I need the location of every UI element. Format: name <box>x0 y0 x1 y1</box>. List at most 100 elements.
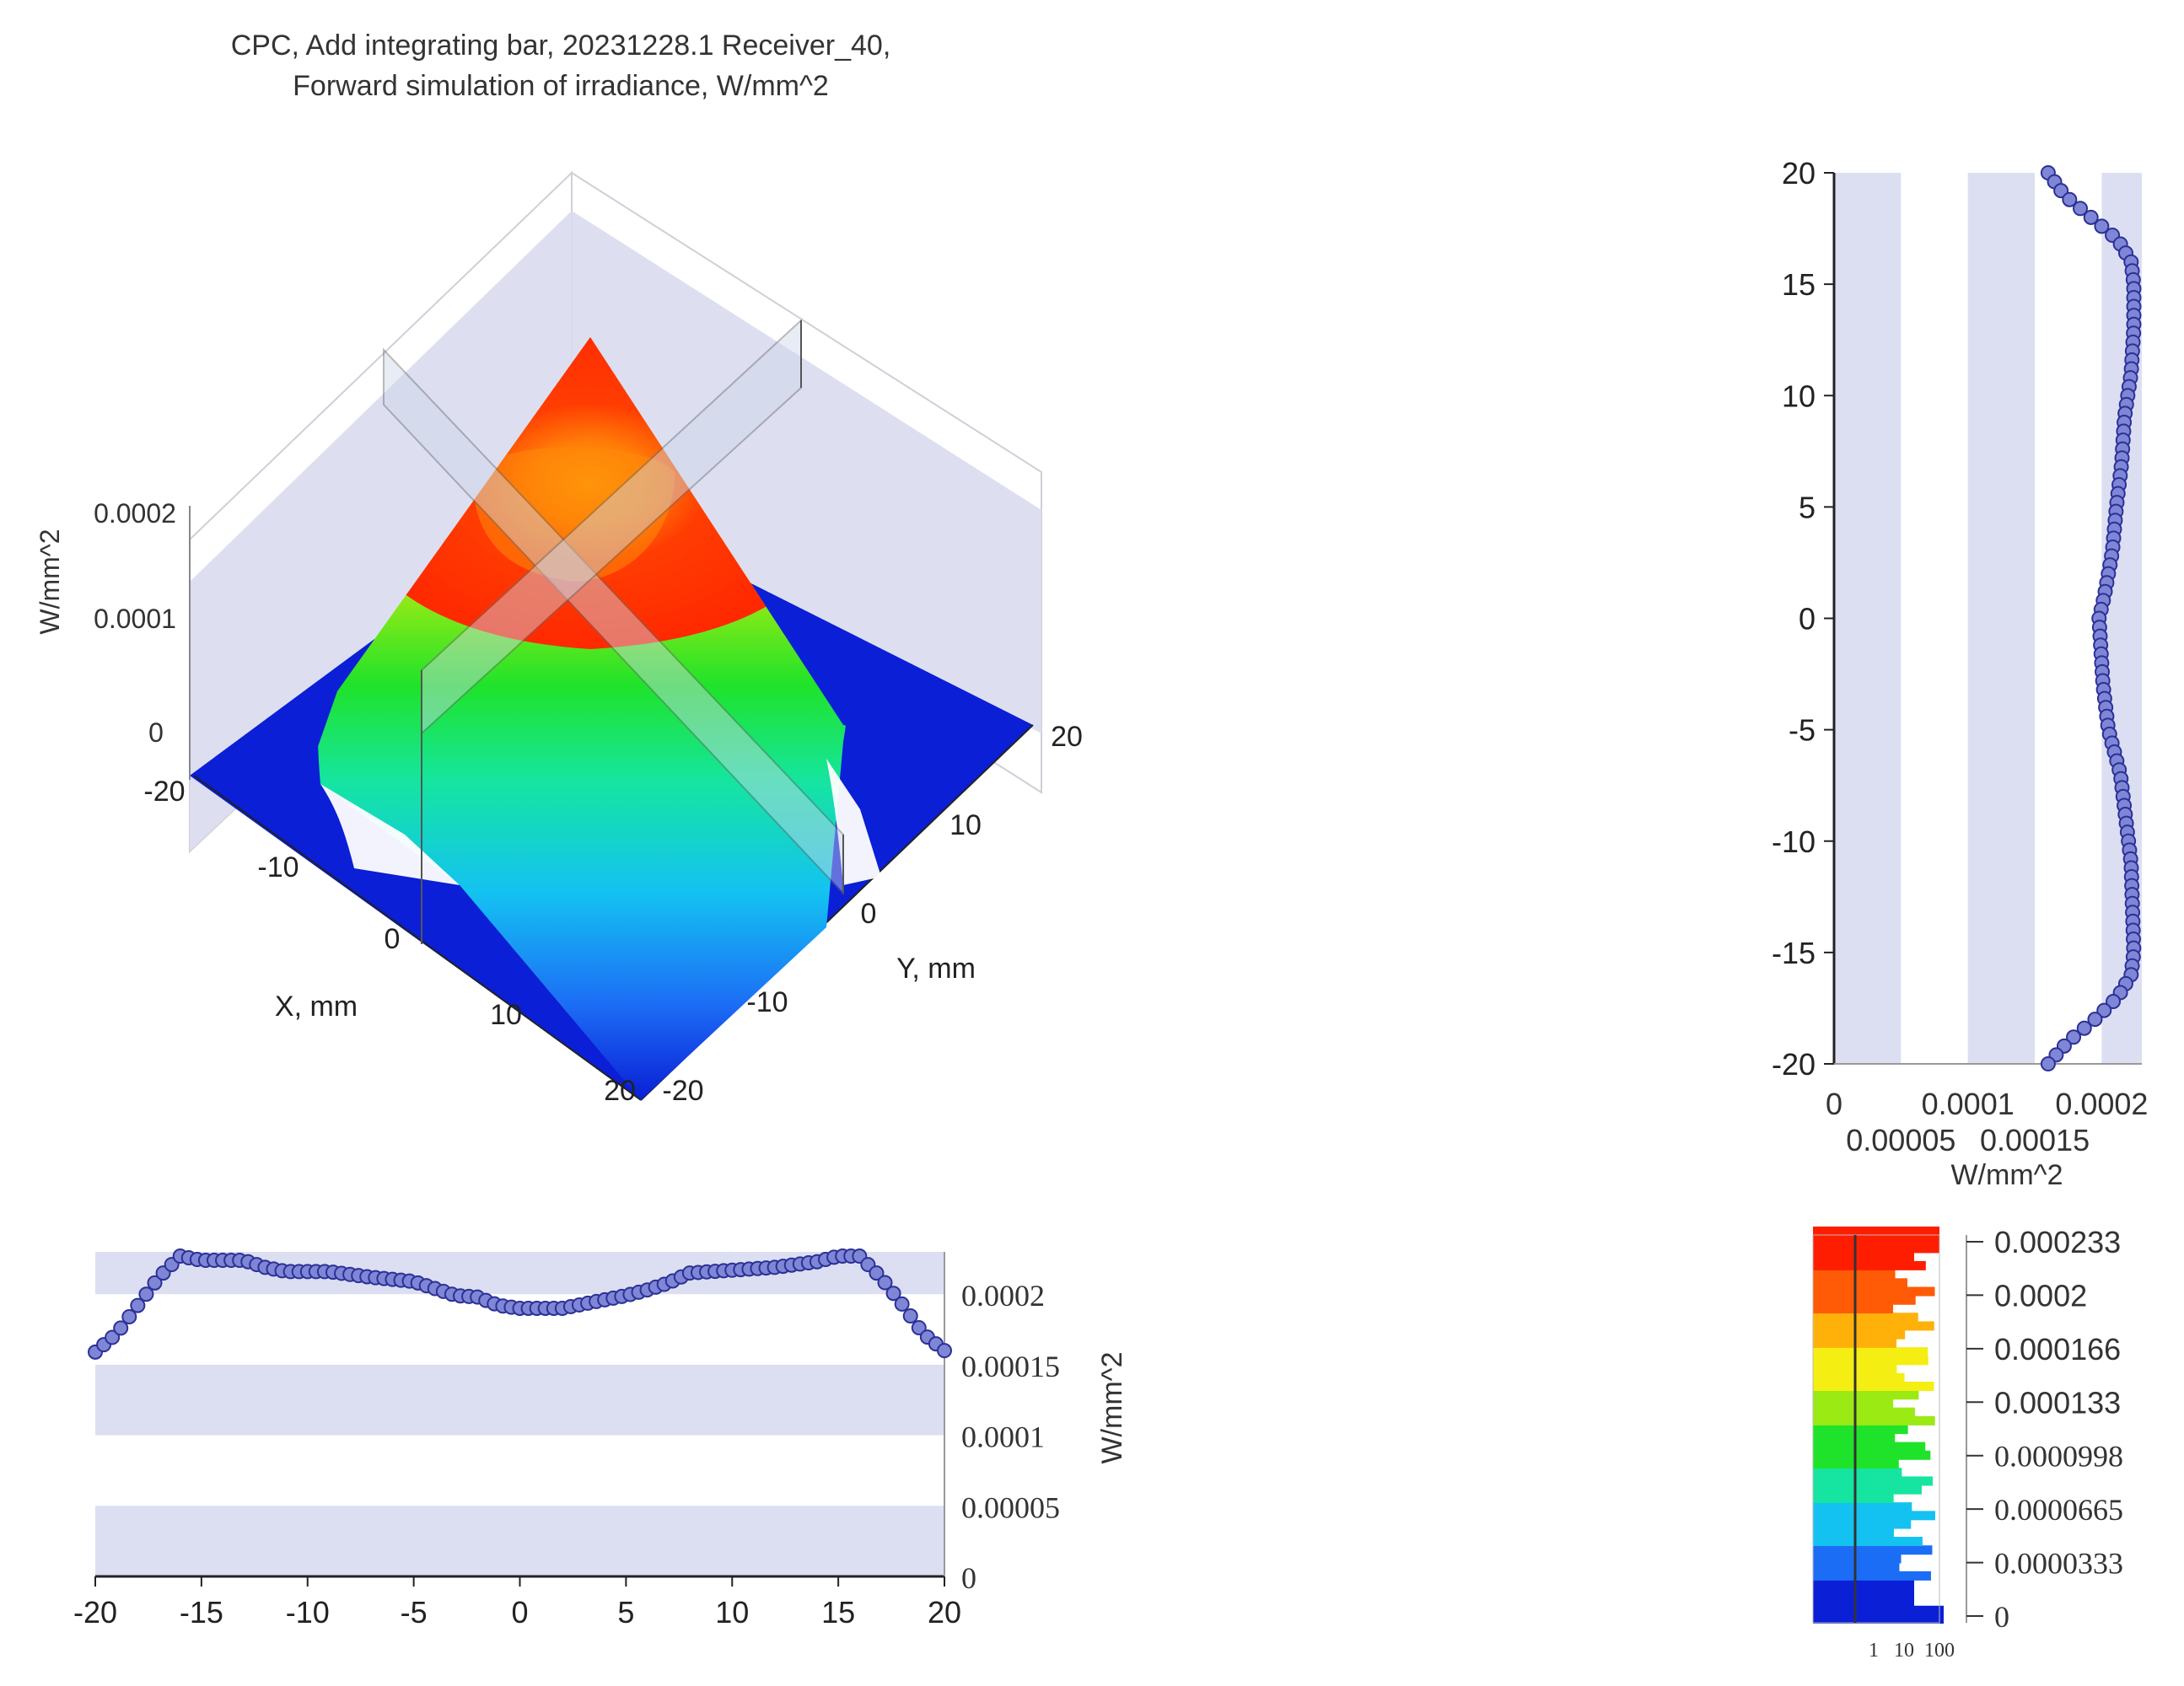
x-tick-label: 20 <box>928 1595 961 1630</box>
profile-point <box>2076 1020 2092 1036</box>
colorbar-segment <box>1813 1511 1935 1521</box>
colorbar-segment <box>1813 1304 1894 1313</box>
x-tick-label: 10 <box>715 1595 749 1630</box>
x-tick-label: 0 <box>511 1595 528 1630</box>
y-tick-label: 0.00015 <box>961 1350 1060 1383</box>
x-tick-label: -20 <box>73 1595 117 1630</box>
colorbar-segment <box>1813 1382 1934 1391</box>
y-tick-label: 0 <box>861 898 877 930</box>
colorbar-segment <box>1813 1450 1931 1460</box>
colorbar-tick-label: 0 <box>1994 1600 2009 1634</box>
background-band <box>95 1364 944 1436</box>
colorbar-segment <box>1813 1278 1907 1288</box>
x-tick-label: 0 <box>385 923 401 955</box>
profile-point <box>894 1296 910 1312</box>
x-tick-label: 0.00005 <box>1846 1123 1955 1157</box>
y-tick-label: 20 <box>1051 721 1083 753</box>
colorbar-segment <box>1813 1415 1935 1426</box>
profile-point <box>2062 191 2078 207</box>
y-tick-label: -20 <box>662 1075 703 1107</box>
colorbar-segment <box>1813 1227 1939 1236</box>
colorbar-segment <box>1813 1425 1908 1435</box>
colorbar-segment <box>1813 1243 1939 1254</box>
histogram-tick-label: 1 <box>1869 1640 1879 1662</box>
y-tick-label: -5 <box>1789 713 1816 748</box>
y-tick-label: -15 <box>1772 936 1816 970</box>
colorbar-segment <box>1813 1252 1914 1262</box>
y-tick-label: 0.00005 <box>961 1490 1060 1524</box>
profile-point <box>2066 1029 2082 1045</box>
colorbar-segment <box>1813 1356 1928 1366</box>
x-tick-label: -10 <box>257 851 299 883</box>
colorbar-segment <box>1813 1554 1902 1564</box>
colorbar-tick-label: 0.0002 <box>1994 1278 2087 1313</box>
surface-center-spot <box>472 447 675 582</box>
profile-point <box>147 1275 163 1291</box>
y-tick-label: 10 <box>949 809 982 841</box>
x-tick-label: -5 <box>401 1595 428 1630</box>
z-axis-title: W/mm^2 <box>35 529 65 634</box>
colorbar-segment <box>1813 1537 1923 1546</box>
back-wall-right-band <box>572 211 1041 733</box>
colorbar-tick-label: 0.000133 <box>1994 1385 2121 1420</box>
y-tick-label: 10 <box>1782 379 1816 413</box>
x-tick-label: -20 <box>143 776 185 808</box>
x-axis-title: W/mm^2 <box>1950 1159 2063 1191</box>
y-tick-label: -20 <box>1772 1047 1816 1082</box>
colorbar-segment <box>1813 1260 1926 1270</box>
background-band <box>95 1506 944 1576</box>
profile-x-plot: -20 -15 -10 -5 0 5 10 15 2000.000050.00010.00015… <box>73 1248 1128 1630</box>
background-band <box>1967 173 2036 1064</box>
colorbar-segment <box>1813 1493 1894 1503</box>
profile-point <box>885 1286 901 1302</box>
colorbar-segment <box>1813 1442 1926 1452</box>
colorbar-segment <box>1813 1485 1922 1495</box>
colorbar-segment <box>1813 1605 1944 1615</box>
colorbar-tick-label: 0.0000665 <box>1994 1493 2123 1527</box>
colorbar-segment <box>1813 1329 1906 1340</box>
profile-point <box>911 1320 927 1336</box>
y-tick-label: 0.0002 <box>961 1279 1045 1313</box>
y-axis-title: W/mm^2 <box>1096 1351 1128 1463</box>
profile-point <box>2087 1012 2103 1028</box>
colorbar-segment <box>1813 1295 1916 1305</box>
colorbar-segment <box>1813 1399 1894 1409</box>
colorbar-segment <box>1813 1321 1934 1331</box>
profile-point <box>121 1309 137 1324</box>
figure-title: CPC, Add integrating bar, 20231228.1 Rec… <box>0 25 1122 106</box>
x-tick-label: 10 <box>490 999 522 1031</box>
profile-point <box>869 1265 885 1281</box>
colorbar-segment <box>1813 1528 1894 1538</box>
x-tick-label: 0.00015 <box>1980 1123 2090 1157</box>
profile-point <box>2094 218 2110 234</box>
x-tick-label: 0 <box>1826 1087 1842 1121</box>
colorbar-tick-label: 0.000166 <box>1994 1332 2121 1367</box>
x-tick-label: 15 <box>821 1595 855 1630</box>
profile-point <box>2053 183 2069 199</box>
y-axis-title: Y, mm <box>896 953 976 985</box>
y-tick-label: -10 <box>746 986 788 1018</box>
colorbar-segment <box>1813 1502 1912 1512</box>
profile-point <box>138 1286 154 1302</box>
y-tick-label: 15 <box>1782 267 1816 302</box>
colorbar-segment <box>1813 1235 1939 1245</box>
colorbar-segment <box>1813 1286 1935 1297</box>
surface-gap-left <box>320 784 460 885</box>
colorbar-segment <box>1813 1545 1933 1555</box>
profile-point <box>2106 994 2122 1010</box>
colorbar-segment <box>1813 1571 1931 1581</box>
y-tick-label: 20 <box>1782 156 1816 191</box>
colorbar-segment <box>1813 1580 1914 1590</box>
title-line-1: CPC, Add integrating bar, 20231228.1 Rec… <box>230 30 891 62</box>
colorbar-segment <box>1813 1372 1905 1383</box>
profile-point <box>2073 201 2088 217</box>
profile-point <box>877 1275 893 1291</box>
z-tick-label: 0.0002 <box>94 498 176 529</box>
colorbar-segment <box>1813 1407 1916 1417</box>
x-tick-label: 0.0002 <box>2055 1087 2148 1121</box>
y-tick-label: 0.0001 <box>961 1420 1045 1454</box>
colorbar-segment <box>1813 1390 1919 1400</box>
x-tick-label: 0.0001 <box>1922 1087 2015 1121</box>
